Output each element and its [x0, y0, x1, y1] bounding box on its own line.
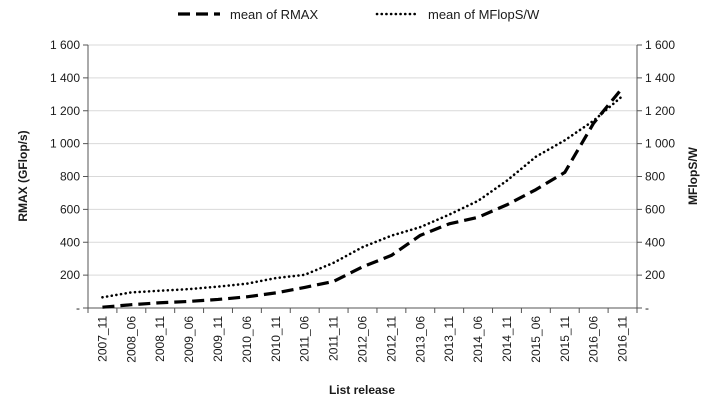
y-tick-label: 1 000 — [50, 137, 80, 151]
y-tick-label: 800 — [60, 170, 80, 184]
y-axis-title: RMAX (GFlop/s) — [16, 130, 30, 221]
y-tick-label: 400 — [60, 235, 80, 249]
y-tick-label: 200 — [60, 268, 80, 282]
x-tick-label: 2016_11 — [616, 316, 630, 362]
y-tick-label: - — [76, 301, 80, 315]
legend-label: mean of RMAX — [230, 7, 318, 22]
axes-layer: - 200 400 600 800 1 000 1 200 1 400 1 600 - 200 400… — [50, 38, 675, 363]
y2-tick-label: - — [645, 301, 649, 315]
x-tick-label: 2008_06 — [124, 316, 138, 363]
y2-tick-label: 1 000 — [645, 137, 675, 151]
y2-tick-label: 600 — [645, 202, 665, 216]
y-tick-label: 600 — [60, 202, 80, 216]
x-tick-label: 2010_11 — [269, 316, 283, 362]
y2-tick-label: 1 200 — [645, 104, 675, 118]
x-tick-label: 2009_06 — [182, 316, 196, 363]
x-tick-label: 2012_06 — [356, 316, 370, 363]
grid-layer — [88, 44, 637, 309]
y-tick-label: 1 200 — [50, 104, 80, 118]
y2-tick-label: 800 — [645, 170, 665, 184]
y2-axis-title: MFlopS/W — [686, 146, 700, 205]
x-tick-label: 2011_06 — [298, 316, 312, 362]
legend: mean of RMAX mean of MFlopS/W — [178, 7, 540, 22]
legend-label: mean of MFlopS/W — [428, 7, 540, 22]
x-tick-label: 2008_11 — [153, 316, 167, 362]
series-layer — [101, 86, 624, 309]
x-tick-label: 2016_06 — [587, 316, 601, 363]
x-tick-label: 2014_11 — [500, 316, 514, 362]
x-tick-label: 2015_06 — [529, 316, 543, 363]
y2-tick-label: 1 600 — [645, 38, 675, 52]
x-tick-label: 2007_11 — [95, 316, 109, 362]
x-tick-label: 2013_11 — [442, 316, 456, 362]
x-axis-title: List release — [329, 383, 395, 397]
series-line-rmax — [102, 86, 624, 309]
y2-tick-label: 1 400 — [645, 71, 675, 85]
y2-tick-label: 400 — [645, 235, 665, 249]
x-tick-label: 2009_11 — [211, 316, 225, 362]
x-tick-label: 2010_06 — [240, 316, 254, 363]
x-tick-label: 2014_06 — [471, 316, 485, 363]
x-tick-label: 2013_06 — [413, 316, 427, 363]
x-tick-label: 2012_11 — [384, 316, 398, 362]
y-tick-label: 1 600 — [50, 38, 80, 52]
x-tick-label: 2015_11 — [558, 316, 572, 362]
x-tick-label: 2011_11 — [327, 316, 341, 361]
y2-tick-label: 200 — [645, 268, 665, 282]
y-tick-label: 1 400 — [50, 71, 80, 85]
series-line-mflops-per-watt — [101, 94, 624, 299]
